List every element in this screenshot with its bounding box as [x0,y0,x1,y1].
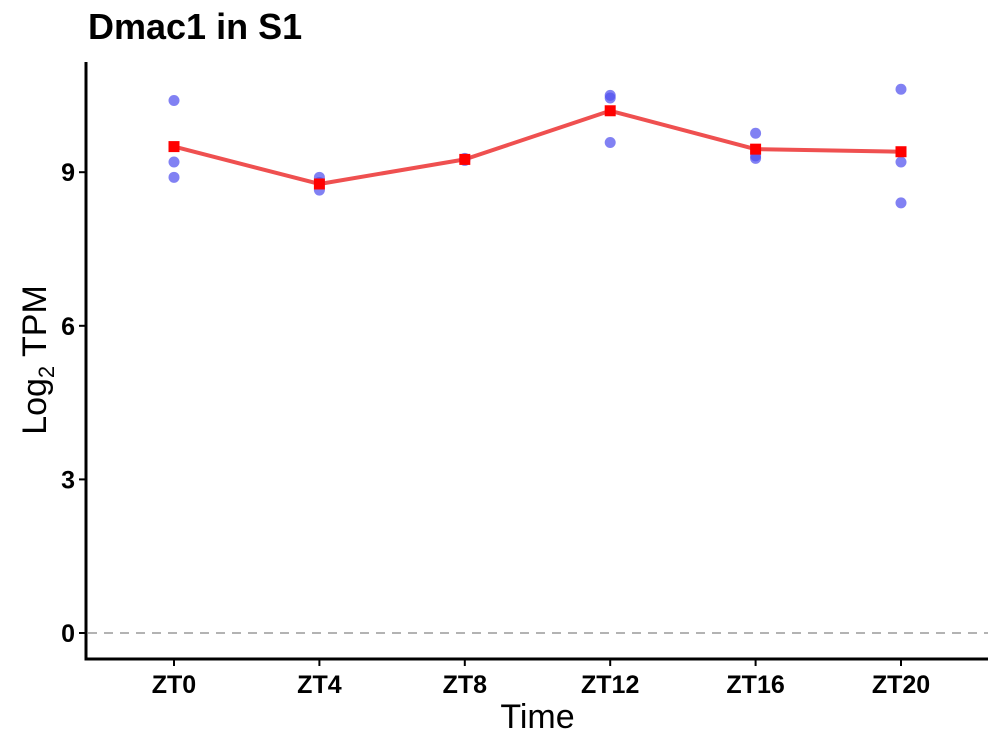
mean-line [173,108,902,186]
x-axis-title: Time [500,698,575,736]
x-tick-label: ZT8 [443,671,488,699]
replicate-point [168,171,180,183]
mean-markers-layer [168,105,907,190]
x-tick-label: ZT12 [581,671,639,699]
mean-marker [750,143,762,155]
replicate-point [750,127,762,139]
replicate-point [895,156,907,168]
x-tick-label: ZT20 [872,671,930,699]
x-tick-label: ZT0 [152,671,196,699]
mean-marker [604,105,616,117]
y-axis-title: Log2 TPM [16,285,60,435]
x-tick-label: ZT16 [726,671,784,699]
y-tick-label: 9 [61,159,75,187]
replicate-point [895,83,907,95]
replicate-point [168,95,180,107]
mean-marker [895,146,907,158]
x-tick-label: ZT4 [297,671,342,699]
mean-marker [313,178,325,190]
replicate-point [168,156,180,168]
replicate-point [895,197,907,209]
mean-marker [459,153,471,165]
y-tick-label: 3 [61,466,75,494]
chart-title: Dmac1 in S1 [88,6,303,47]
y-axis-title-suffix: TPM [16,285,55,366]
replicate-point [604,92,616,104]
y-tick-label: 6 [61,313,75,341]
mean-line-layer [173,108,902,186]
mean-marker [168,141,180,153]
axes-layer: 0 3 6 9 ZT0 ZT4 ZT8 ZT12 ZT16 ZT20 [61,62,988,699]
replicate-point [750,152,762,164]
y-axis-title-main: Log [16,378,55,435]
replicate-points-layer [168,83,907,209]
replicate-point [604,137,616,149]
y-tick-label: 0 [61,620,75,648]
y-axis-title-subscript: 2 [33,365,59,379]
